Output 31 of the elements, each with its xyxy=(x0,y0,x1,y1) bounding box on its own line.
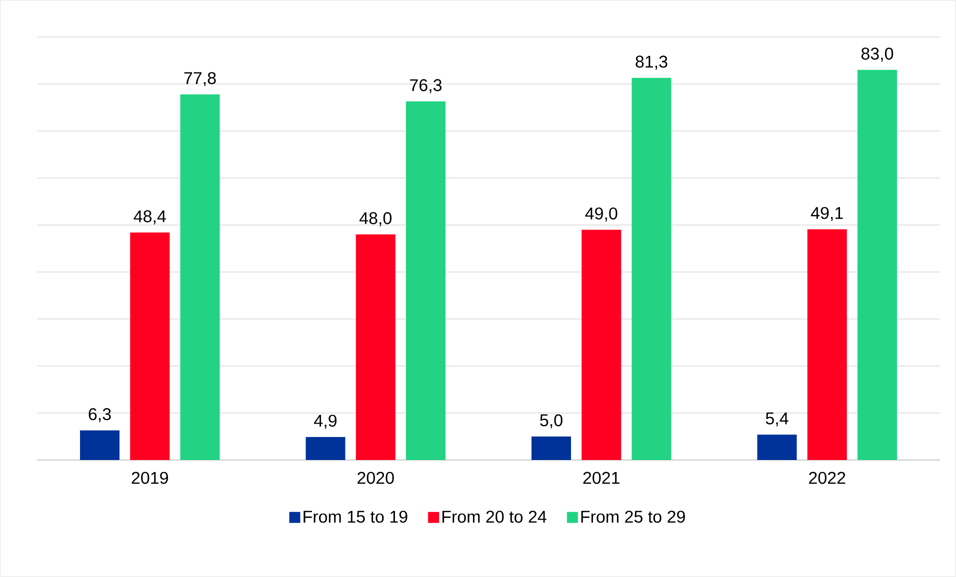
bar xyxy=(532,436,572,460)
x-tick-label: 2022 xyxy=(809,472,846,484)
x-tick-label: 2019 xyxy=(132,472,168,484)
legend-label: From 15 to 19 xyxy=(304,510,408,523)
data-label: 77,8 xyxy=(184,72,216,86)
bar xyxy=(406,101,446,460)
data-label: 81,3 xyxy=(636,56,668,70)
data-label: 49,0 xyxy=(585,207,618,222)
bar xyxy=(582,230,622,460)
data-label: 49,1 xyxy=(810,206,843,222)
bar xyxy=(356,234,396,460)
x-tick-label: 2021 xyxy=(583,472,620,484)
bar xyxy=(306,436,346,460)
bar xyxy=(130,232,170,460)
data-label: 4,9 xyxy=(314,414,337,429)
bar xyxy=(757,434,797,460)
bar xyxy=(80,430,120,460)
data-label: 76,3 xyxy=(410,79,442,94)
data-label: 48,4 xyxy=(134,210,166,224)
data-label: 6,3 xyxy=(88,408,111,422)
data-label: 48,0 xyxy=(359,212,392,226)
bar xyxy=(632,78,672,460)
bar xyxy=(807,229,847,460)
legend-label: From 20 to 24 xyxy=(442,510,546,523)
x-tick-label: 2020 xyxy=(358,472,394,484)
data-label: 5,0 xyxy=(540,414,562,428)
data-label: 5,4 xyxy=(766,412,788,426)
bar xyxy=(857,70,897,460)
legend-label: From 25 to 29 xyxy=(581,510,685,523)
data-label: 83,0 xyxy=(861,48,894,62)
bar xyxy=(180,94,220,460)
